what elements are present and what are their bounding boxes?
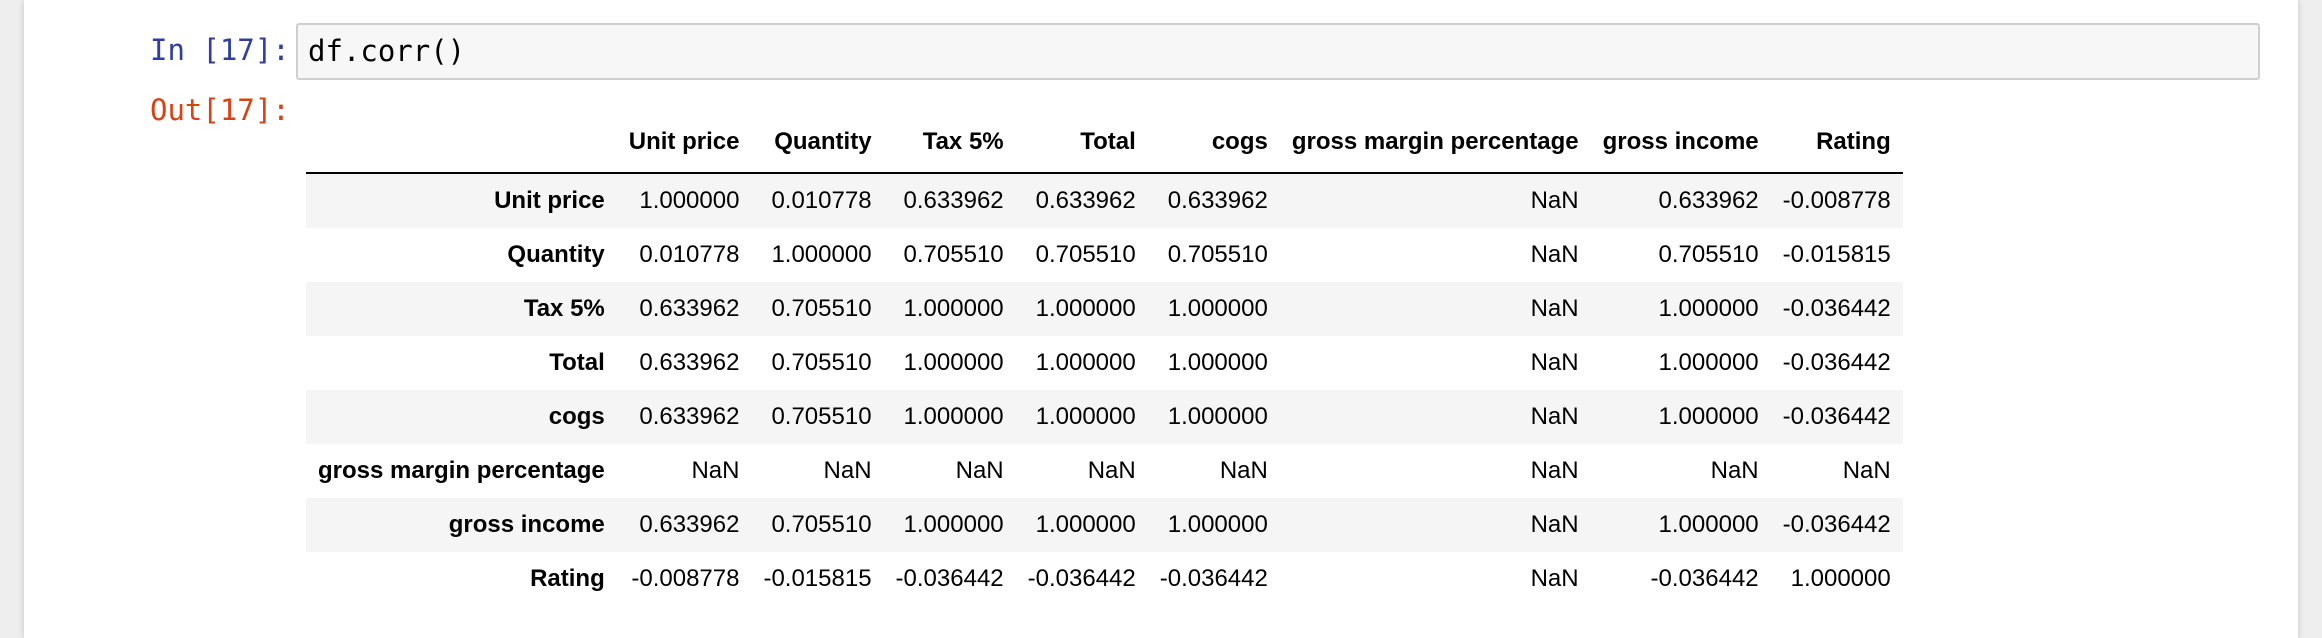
table-row: cogs 0.633962 0.705510 1.000000 1.000000 1.00… [306, 390, 1903, 444]
table-cell: 0.633962 [1658, 187, 1759, 214]
row-label: cogs [548, 403, 605, 430]
table-cell: -0.015815 [763, 565, 872, 592]
table-cell: -0.036442 [895, 565, 1004, 592]
table-cell: 0.633962 [903, 187, 1004, 214]
column-header: Quantity [751, 112, 884, 174]
table-cell: 0.705510 [903, 241, 1004, 268]
table-cell: 1.000000 [771, 241, 872, 268]
table-cell: 0.705510 [1167, 241, 1268, 268]
output-area: Unit price Quantity Tax 5% Total cogs gross m… [306, 112, 1903, 606]
table-cell: 1.000000 [1167, 511, 1268, 538]
table-cell: 0.633962 [1167, 187, 1268, 214]
table-cell: 1.000000 [903, 403, 1004, 430]
table-row: gross margin percentage NaN NaN NaN NaN NaN Na… [306, 444, 1903, 498]
table-cell: NaN [1530, 511, 1579, 538]
table-cell: 1.000000 [1167, 349, 1268, 376]
header-row: Unit price Quantity Tax 5% Total cogs gross m… [306, 112, 1903, 174]
table-cell: 0.705510 [771, 403, 872, 430]
table-cell: 0.010778 [639, 241, 740, 268]
table-cell: 1.000000 [1035, 511, 1136, 538]
table-cell: 0.633962 [1035, 187, 1136, 214]
column-header: Tax 5% [883, 112, 1016, 174]
table-cell: NaN [1530, 349, 1579, 376]
table-cell: -0.036442 [1782, 349, 1891, 376]
table-cell: -0.008778 [1782, 187, 1891, 214]
table-cell: NaN [1842, 457, 1891, 484]
table-cell: 1.000000 [1658, 511, 1759, 538]
table-cell: 1.000000 [903, 295, 1004, 322]
correlation-table: Unit price Quantity Tax 5% Total cogs gross m… [306, 112, 1903, 606]
table-cell: NaN [1530, 403, 1579, 430]
table-cell: 0.633962 [639, 511, 740, 538]
row-label: gross income [448, 511, 605, 538]
table-cell: 0.705510 [771, 349, 872, 376]
index-header-empty [306, 112, 617, 174]
table-cell: -0.036442 [1159, 565, 1268, 592]
table-cell: 0.010778 [771, 187, 872, 214]
table-cell: 1.000000 [639, 187, 740, 214]
table-cell: 1.000000 [1790, 565, 1891, 592]
table-cell: NaN [1530, 565, 1579, 592]
table-cell: -0.036442 [1782, 295, 1891, 322]
table-row: Quantity 0.010778 1.000000 0.705510 0.705510… [306, 228, 1903, 282]
table-cell: NaN [823, 457, 872, 484]
table-cell: -0.036442 [1650, 565, 1759, 592]
column-header: Rating [1770, 112, 1903, 174]
input-prompt: In [17]: [150, 33, 290, 67]
row-label: Tax 5% [523, 295, 605, 322]
row-label: Quantity [507, 241, 605, 268]
table-cell: NaN [691, 457, 740, 484]
table-cell: 1.000000 [1658, 295, 1759, 322]
table-cell: 1.000000 [1035, 349, 1136, 376]
table-cell: 1.000000 [903, 349, 1004, 376]
column-header: gross income [1590, 112, 1771, 174]
table-cell: -0.036442 [1782, 403, 1891, 430]
table-cell: -0.036442 [1027, 565, 1136, 592]
table-cell: NaN [1530, 295, 1579, 322]
table-cell: NaN [1530, 457, 1579, 484]
row-label: Unit price [494, 187, 605, 214]
table-cell: 0.705510 [771, 295, 872, 322]
column-header: cogs [1147, 112, 1280, 174]
table-cell: 0.633962 [639, 403, 740, 430]
table-cell: 1.000000 [1167, 403, 1268, 430]
table-cell: 1.000000 [903, 511, 1004, 538]
column-header: Unit price [616, 112, 752, 174]
table-cell: 0.705510 [1035, 241, 1136, 268]
table-row: gross income 0.633962 0.705510 1.000000 1.00… [306, 498, 1903, 552]
table-cell: 1.000000 [1035, 403, 1136, 430]
table-cell: 1.000000 [1658, 403, 1759, 430]
table-cell: -0.015815 [1782, 241, 1891, 268]
table-cell: NaN [1530, 241, 1579, 268]
row-label: Total [549, 349, 605, 376]
table-body: Unit price 1.000000 0.010778 0.633962 0.6339… [306, 173, 1903, 606]
table-cell: NaN [1087, 457, 1136, 484]
notebook-panel: In [17]: df.corr() Out[17]: Unit price Qu… [24, 0, 2298, 638]
row-label: gross margin percentage [318, 457, 605, 484]
table-cell: 0.633962 [639, 295, 740, 322]
table-cell: NaN [955, 457, 1004, 484]
table-row: Unit price 1.000000 0.010778 0.633962 0.6339… [306, 173, 1903, 228]
table-row: Rating -0.008778 -0.015815 -0.036442 -0.0364… [306, 552, 1903, 606]
table-cell: 0.705510 [1658, 241, 1759, 268]
code-text[interactable]: df.corr() [308, 34, 466, 68]
table-cell: 1.000000 [1167, 295, 1268, 322]
table-cell: NaN [1530, 187, 1579, 214]
table-cell: 1.000000 [1035, 295, 1136, 322]
table-cell: 1.000000 [1658, 349, 1759, 376]
table-cell: NaN [1710, 457, 1759, 484]
table-cell: -0.036442 [1782, 511, 1891, 538]
column-header: Total [1015, 112, 1148, 174]
table-row: Tax 5% 0.633962 0.705510 1.000000 1.000000 1.… [306, 282, 1903, 336]
table-cell: 0.705510 [771, 511, 872, 538]
table-header: Unit price Quantity Tax 5% Total cogs gross m… [306, 112, 1903, 174]
table-row: Total 0.633962 0.705510 1.000000 1.000000 1.0… [306, 336, 1903, 390]
row-label: Rating [530, 565, 605, 592]
table-cell: -0.008778 [631, 565, 740, 592]
table-cell: NaN [1219, 457, 1268, 484]
code-input-area[interactable]: df.corr() [296, 23, 2260, 80]
table-cell: 0.633962 [639, 349, 740, 376]
output-prompt: Out[17]: [150, 93, 290, 127]
column-header: gross margin percentage [1279, 112, 1591, 174]
